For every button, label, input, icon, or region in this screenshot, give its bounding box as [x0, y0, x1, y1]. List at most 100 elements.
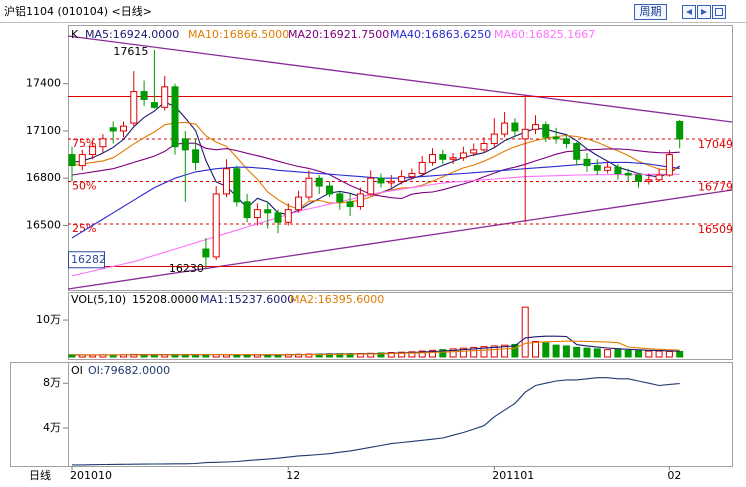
y-tick-label: 16500 — [26, 218, 61, 231]
level-label: 25% — [72, 222, 96, 235]
header-title: 沪铝1104 (010104) <日线> — [4, 4, 152, 18]
cursor-value: 16282 — [71, 253, 106, 266]
volume-bar — [449, 348, 457, 358]
volume-reading: 15208.0000 — [132, 293, 198, 306]
volume-bar — [521, 306, 529, 358]
nav-left-icon — [686, 9, 692, 15]
candle-body — [99, 138, 107, 148]
volume-bar — [233, 354, 241, 358]
candle-body — [89, 146, 97, 156]
candle-body — [573, 143, 581, 160]
x-tick-label: 201010 — [70, 469, 112, 482]
y-tick-label: 8万 — [43, 376, 61, 389]
candle-body — [346, 201, 354, 208]
candle-body — [264, 209, 272, 214]
candle-body — [542, 124, 550, 138]
nav-zoom[interactable] — [712, 5, 726, 19]
candle-body — [604, 166, 612, 171]
candle-body — [171, 86, 179, 148]
oi-axis-box — [10, 362, 69, 467]
level-value: 16779 — [698, 180, 733, 193]
candle-body — [676, 120, 684, 140]
volume-bar — [377, 352, 385, 358]
period-button-frame[interactable] — [634, 4, 667, 20]
candle-body — [202, 248, 210, 258]
candle-body — [326, 185, 333, 195]
candle-body — [521, 128, 529, 140]
candle-body — [120, 125, 127, 132]
volume-bar — [501, 344, 509, 358]
price-header: K — [71, 28, 79, 41]
volume-bar — [470, 346, 478, 358]
volume-bar — [562, 345, 570, 358]
volume-bar — [624, 349, 632, 358]
candle-body — [501, 122, 509, 135]
candle-body — [562, 138, 570, 145]
series-line — [72, 340, 680, 356]
candle-body — [68, 154, 76, 167]
x-tick-label: 12 — [286, 469, 300, 482]
volume-header: VOL(5,10) — [71, 293, 126, 306]
legend-entry: MA2:16395.6000 — [290, 293, 384, 306]
trend-line-lower — [67, 189, 733, 290]
candle-body — [130, 91, 138, 124]
volume-bar — [583, 347, 591, 358]
y-tick-label: 16800 — [26, 171, 61, 184]
volume-bar — [665, 350, 673, 358]
oi-header: OI — [71, 364, 83, 377]
volume-bar — [552, 344, 560, 358]
candle-body — [490, 133, 498, 145]
legend-entry: MA5:16924.0000 — [85, 28, 179, 41]
legend-entry: MA1:15237.6000 — [200, 293, 294, 306]
y-tick-label: 10万 — [36, 313, 61, 326]
volume-bar — [398, 351, 406, 358]
volume-bar — [573, 346, 581, 358]
candle-body — [449, 157, 457, 160]
volume-bar — [676, 350, 684, 358]
high-annotation: 17615 — [113, 45, 148, 58]
candle-body — [212, 193, 220, 258]
candle-body — [645, 179, 653, 182]
volume-bar — [418, 350, 426, 358]
candle-body — [429, 154, 436, 163]
candle-body — [387, 180, 395, 184]
candle-body — [305, 177, 313, 198]
volume-bar — [532, 340, 539, 358]
candle-body — [439, 154, 447, 160]
volume-bar — [635, 350, 642, 358]
candle-body — [614, 166, 622, 174]
y-tick-label: 17400 — [26, 77, 61, 90]
period-button[interactable]: 周期 — [640, 5, 662, 18]
level-value: 16509 — [698, 223, 733, 236]
y-tick-label: 17100 — [26, 124, 61, 137]
candle-body — [295, 196, 303, 211]
volume-bar — [511, 343, 519, 358]
volume-bar — [645, 350, 653, 358]
candle-body — [78, 154, 86, 167]
candle-body — [418, 161, 426, 174]
volume-bar — [490, 345, 498, 358]
cursor-box — [68, 251, 105, 269]
candle-body — [243, 201, 251, 219]
candle-body — [552, 136, 560, 140]
candle-body — [655, 174, 663, 181]
candle-body — [356, 193, 364, 208]
volume-bar — [614, 349, 622, 358]
series-line — [71, 161, 680, 239]
legend-entry: MA10:16866.5000 — [188, 28, 289, 41]
nav-zoom-icon — [715, 8, 723, 16]
y-tick-label: 4万 — [43, 421, 61, 434]
candle-body — [315, 177, 323, 187]
candle-body — [284, 209, 292, 223]
candle-body — [408, 172, 416, 178]
candle-body — [253, 209, 261, 219]
candle-body — [480, 143, 488, 151]
candle-body — [583, 158, 591, 167]
nav-buttons — [682, 5, 726, 19]
candle-body — [532, 124, 539, 130]
level-label: 50% — [72, 179, 96, 192]
legend-entry: MA60:16825.1667 — [494, 28, 595, 41]
candle-body — [470, 149, 478, 154]
volume-bar — [593, 348, 601, 358]
